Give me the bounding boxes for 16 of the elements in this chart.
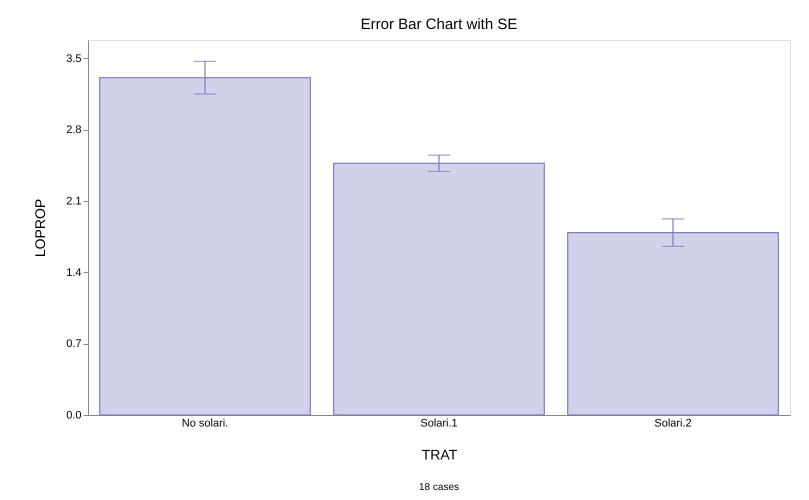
y-tick-label: 1.4 [66, 266, 82, 279]
text: 18 cases [418, 482, 460, 493]
x-tick-label: Solari.2 [654, 418, 692, 430]
y-tick-label: 0.0 [66, 410, 82, 422]
y-tick-label: 3.5 [66, 52, 82, 65]
y-tick-label: 2.1 [66, 196, 82, 208]
x-tick-label: Solari.1 [420, 418, 458, 430]
bar [567, 232, 779, 416]
y-tick-label: 2.8 [66, 124, 82, 136]
y-axis-title: LOPROP [32, 198, 48, 258]
bar [333, 162, 545, 416]
y-tick-label: 0.7 [66, 338, 82, 350]
x-axis-title: TRAT [422, 446, 458, 462]
x-tick-label: No solari. [182, 418, 228, 430]
chart-title: Error Bar Chart with SE [360, 16, 518, 33]
bar [99, 77, 311, 416]
